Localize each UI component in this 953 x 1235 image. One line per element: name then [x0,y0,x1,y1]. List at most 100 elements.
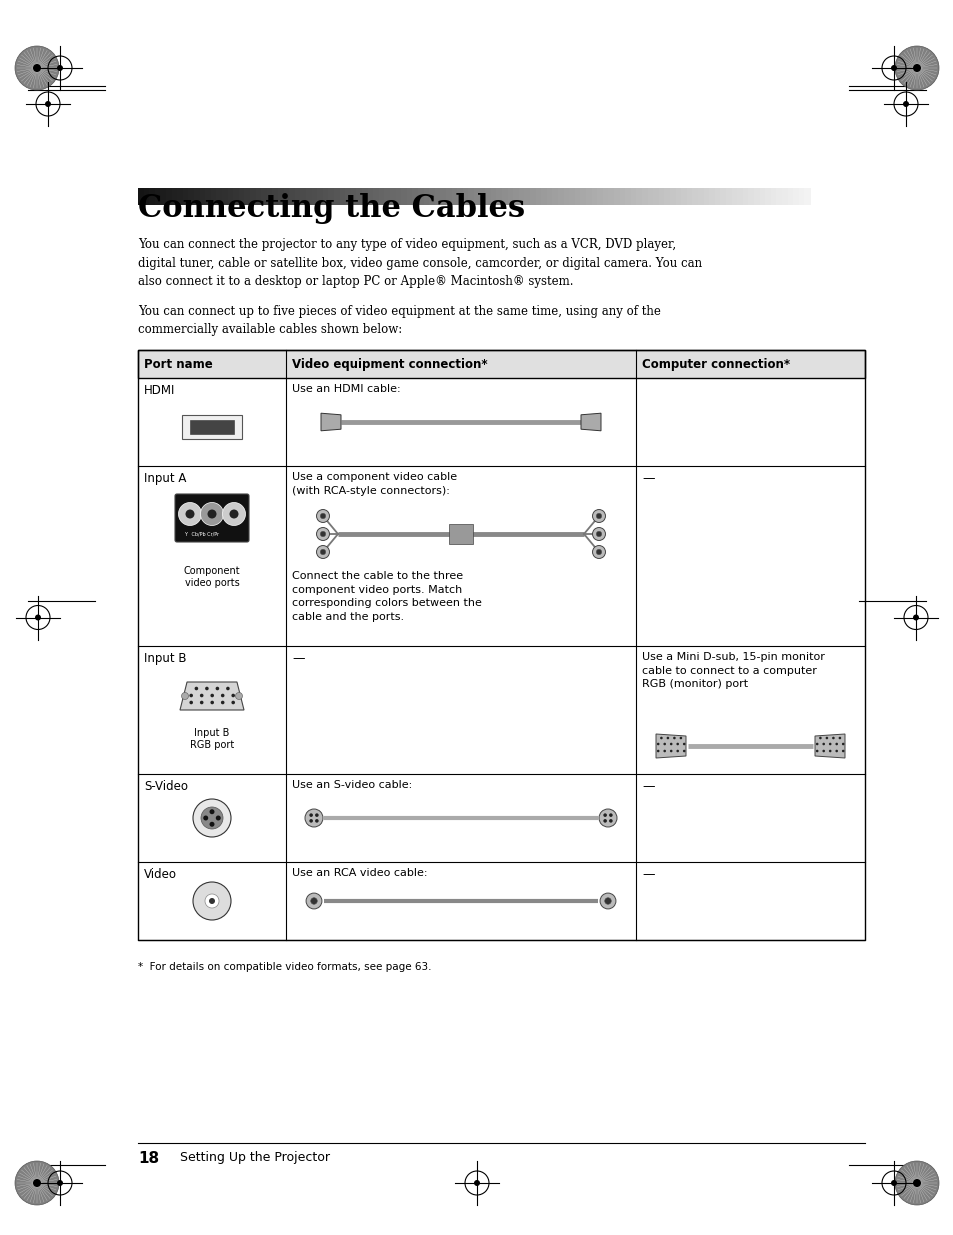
Circle shape [602,814,606,816]
Bar [597,188,602,205]
Circle shape [831,737,834,740]
Circle shape [205,894,219,908]
Bar [193,188,200,205]
Bar [653,188,659,205]
Bar [412,188,418,205]
Circle shape [30,1177,43,1189]
Text: Input B: Input B [144,652,186,664]
Bar [614,188,619,205]
Bar [618,188,625,205]
Text: Connect the cable to the three
component video ports. Match
corresponding colors: Connect the cable to the three component… [292,571,481,621]
Circle shape [904,57,927,79]
Bar [446,188,452,205]
Circle shape [907,59,924,77]
Circle shape [201,806,223,829]
Circle shape [16,47,58,89]
Circle shape [15,46,59,90]
Circle shape [320,514,325,519]
Circle shape [894,46,938,90]
Circle shape [22,1168,51,1198]
Text: You can connect up to five pieces of video equipment at the same time, using any: You can connect up to five pieces of vid… [138,305,660,336]
Circle shape [912,615,918,620]
Bar [300,188,306,205]
Bar [373,188,379,205]
Circle shape [57,65,63,70]
Bar [585,188,592,205]
Bar [267,188,273,205]
Text: Use an S-video cable:: Use an S-video cable: [292,781,412,790]
Text: Use a component video cable
(with RCA-style connectors):: Use a component video cable (with RCA-st… [292,472,456,495]
Circle shape [901,52,932,84]
Circle shape [608,819,612,823]
Bar [138,350,864,378]
Circle shape [24,1170,51,1197]
Circle shape [17,48,57,88]
Polygon shape [656,734,685,758]
Circle shape [215,815,220,820]
Bar [356,188,362,205]
Bar [138,350,864,378]
Bar [177,188,183,205]
Bar [540,188,547,205]
Circle shape [838,737,841,740]
Bar [199,188,206,205]
Bar [501,188,508,205]
Bar [663,188,670,205]
Text: —: — [641,868,654,881]
Circle shape [26,57,49,79]
Circle shape [29,1174,46,1192]
Circle shape [19,1165,54,1200]
FancyBboxPatch shape [174,494,249,542]
Bar [456,188,463,205]
Bar [190,420,233,433]
Bar [530,188,536,205]
Circle shape [20,1166,53,1199]
Circle shape [912,1179,921,1187]
Bar [747,188,754,205]
Circle shape [211,700,213,704]
Circle shape [911,1178,922,1188]
Polygon shape [180,682,244,710]
Bar [787,188,793,205]
Bar [451,188,457,205]
Circle shape [815,750,818,752]
Bar [261,188,267,205]
Circle shape [890,1179,896,1186]
Bar [579,188,586,205]
Circle shape [905,58,926,78]
Bar [803,188,810,205]
Bar [144,188,150,205]
Circle shape [902,101,908,107]
Circle shape [211,694,213,698]
Bar [535,188,541,205]
Circle shape [676,742,679,745]
Circle shape [897,49,935,86]
Text: —: — [641,781,654,793]
Bar [507,188,513,205]
Circle shape [29,59,46,77]
Circle shape [193,882,231,920]
Circle shape [26,1172,49,1194]
Circle shape [679,737,681,740]
Circle shape [899,1165,934,1200]
Bar [183,188,189,205]
Circle shape [599,893,616,909]
Circle shape [208,510,216,519]
Circle shape [890,65,896,70]
Bar [731,188,737,205]
Bar [591,188,598,205]
Circle shape [222,503,245,526]
Circle shape [913,65,919,72]
Bar [138,350,864,940]
Circle shape [828,742,831,745]
Circle shape [209,898,214,904]
Bar [602,188,608,205]
Text: You can connect the projector to any type of video equipment, such as a VCR, DVD: You can connect the projector to any typ… [138,238,701,288]
Circle shape [210,809,214,814]
Bar [222,188,228,205]
Bar [378,188,384,205]
Circle shape [190,694,193,698]
Bar [294,188,300,205]
Bar [703,188,709,205]
Bar [647,188,653,205]
